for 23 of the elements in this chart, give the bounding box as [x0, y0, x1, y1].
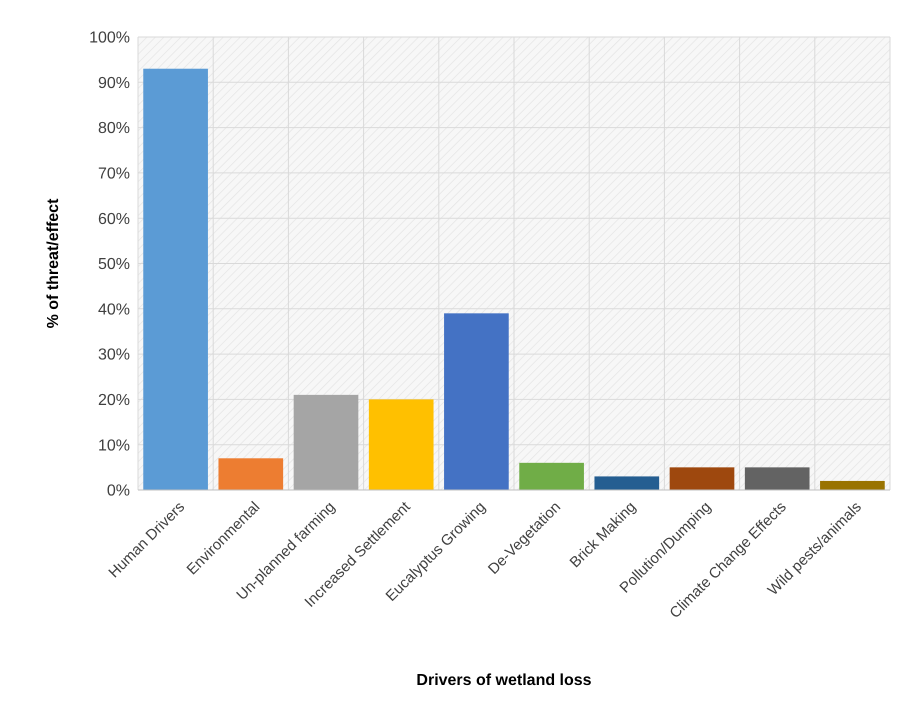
bar [594, 476, 660, 490]
y-tick-label: 10% [98, 437, 130, 454]
x-axis-title: Drivers of wetland loss [416, 672, 592, 689]
y-tick-label: 20% [98, 392, 130, 409]
bar [368, 399, 434, 490]
bar [820, 480, 885, 490]
y-axis-title: % of threat/effect [45, 198, 62, 328]
bar [294, 394, 358, 490]
y-tick-label: 50% [98, 256, 130, 274]
y-tick-label: 0% [106, 482, 130, 500]
bar [218, 458, 284, 490]
bar [143, 68, 208, 490]
y-tick-label: 30% [98, 346, 130, 364]
y-tick-label: 100% [89, 30, 130, 47]
bar [519, 462, 584, 490]
bar [670, 467, 734, 490]
y-tick-label: 40% [98, 301, 130, 318]
bar [444, 313, 509, 490]
y-tick-label: 70% [98, 166, 130, 182]
y-tick-label: 60% [98, 210, 130, 228]
y-tick-label: 80% [98, 120, 130, 138]
y-tick-label: 90% [98, 74, 130, 92]
bar [744, 467, 810, 490]
